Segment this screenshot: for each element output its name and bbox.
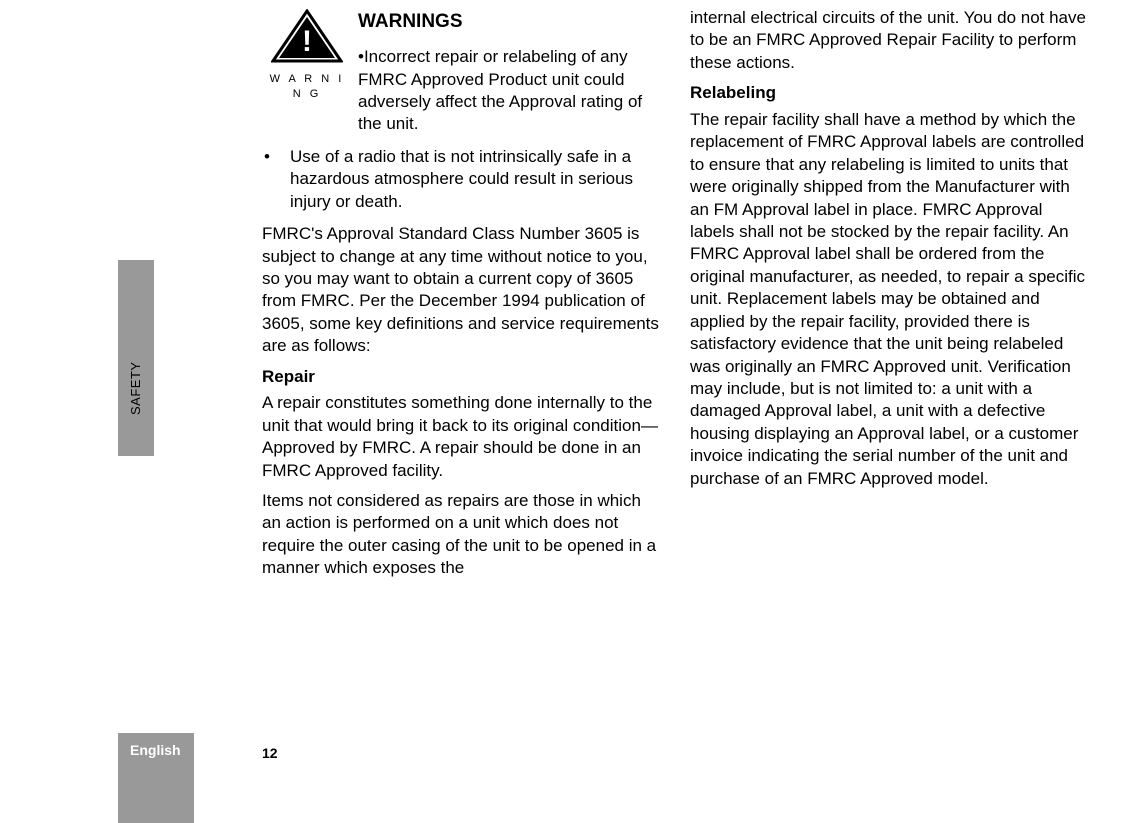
bullet-1-wrap: •Incorrect repair or relabeling of any F… [358,46,662,136]
side-tab-label: SAFETY [128,361,143,415]
subhead-repair: Repair [262,366,662,388]
warning-block: ! W A R N I N G WARNINGS •Incorrect repa… [262,9,662,136]
bullet-1-text: Incorrect repair or relabeling of any FM… [358,47,642,133]
para-repair-1: A repair constitutes something done inte… [262,392,662,482]
side-tab: SAFETY [118,260,154,456]
warning-icon-container: ! W A R N I N G [262,9,352,101]
left-column: ! W A R N I N G WARNINGS •Incorrect repa… [262,7,662,588]
content-area: ! W A R N I N G WARNINGS •Incorrect repa… [262,7,1092,588]
para-repair-2: Items not considered as repairs are thos… [262,490,662,580]
bullet-2: • Use of a radio that is not intrinsical… [262,146,662,213]
subhead-relabeling: Relabeling [690,82,1090,104]
warning-icon-label: W A R N I N G [262,72,352,101]
svg-text:!: ! [302,25,312,58]
para-relabeling: The repair facility shall have a method … [690,109,1090,490]
para-fmrc: FMRC's Approval Standard Class Number 36… [262,223,662,358]
right-column: internal electrical circuits of the unit… [690,7,1090,588]
para-right-1: internal electrical circuits of the unit… [690,7,1090,74]
warning-icon: ! [271,9,343,64]
bullet-2-text: Use of a radio that is not intrinsically… [290,146,662,213]
page-number: 12 [262,745,278,761]
language-label: English [130,742,181,758]
bullet-marker: • [262,146,290,213]
